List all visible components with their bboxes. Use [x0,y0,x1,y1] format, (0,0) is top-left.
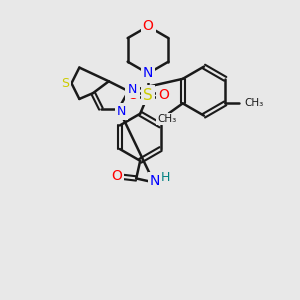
Text: S: S [61,77,70,90]
Text: O: O [127,88,138,102]
Text: N: N [128,82,137,96]
Text: S: S [143,88,153,103]
Text: N: N [143,66,153,80]
Text: CH₃: CH₃ [245,98,264,108]
Text: N: N [117,105,126,118]
Text: O: O [158,88,169,102]
Text: CH₃: CH₃ [158,114,177,124]
Text: N: N [150,174,160,188]
Text: O: O [142,19,154,33]
Text: O: O [111,169,122,184]
Text: H: H [161,171,170,184]
